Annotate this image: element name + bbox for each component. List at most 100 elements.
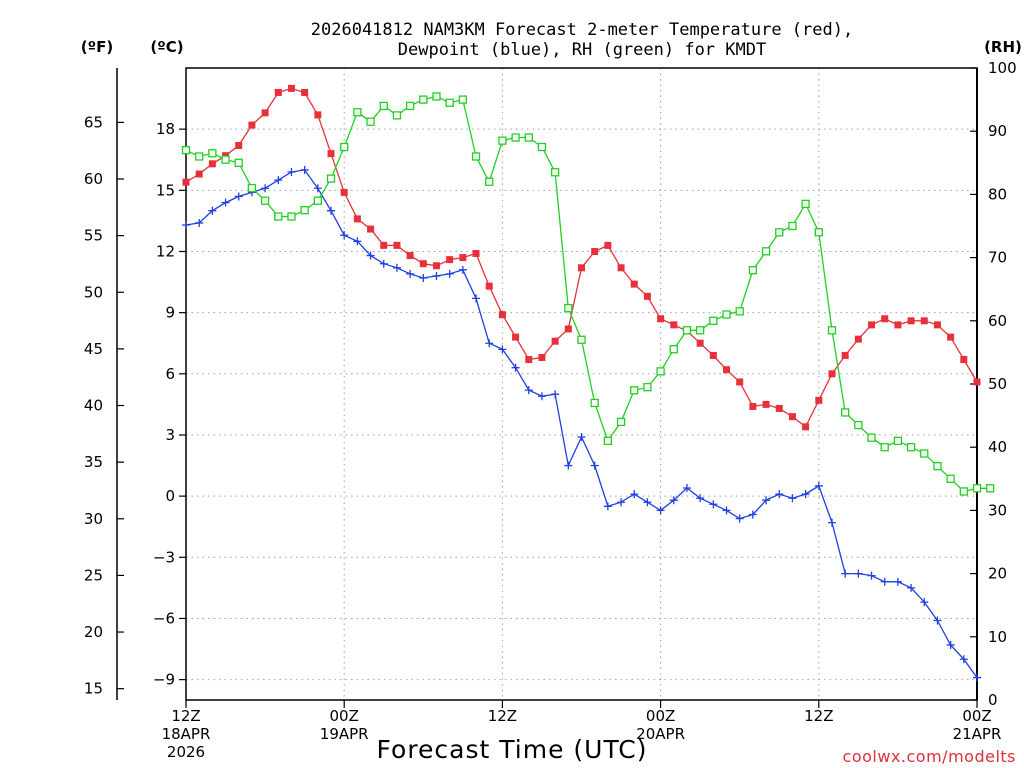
rh-point: [353, 108, 362, 117]
rh-point: [972, 484, 982, 493]
temperature-point: [828, 370, 836, 378]
temperature-point: [802, 423, 810, 431]
rh-point: [511, 133, 520, 142]
rh-point: [260, 196, 270, 205]
dewpoint-point: [762, 496, 771, 505]
celsius-tick-label: 0: [165, 487, 175, 505]
temperature-point: [973, 378, 981, 386]
rh-point: [867, 433, 876, 442]
celsius-axis: −9 −6 −3 0 3 6 9 12 15 18: [153, 120, 186, 689]
temperature-point: [578, 264, 585, 272]
dewpoint-point: [472, 294, 481, 303]
dewpoint-point: [775, 490, 784, 499]
dewpoint-point: [366, 251, 375, 260]
dewpoint-point: [182, 220, 190, 229]
rh-tick-label: 20: [988, 565, 1007, 583]
temperature-point: [894, 321, 902, 329]
temperature-point: [907, 317, 915, 325]
dewpoint-point: [274, 176, 283, 185]
dewpoint-point: [880, 577, 889, 586]
time-tick-label: 2026: [167, 743, 205, 761]
temperature-line: [185, 87, 978, 428]
fahrenheit-tick-label: 35: [84, 453, 103, 471]
dewpoint-point: [300, 165, 309, 174]
dewpoint-point: [959, 655, 968, 664]
dewpoint-point: [973, 673, 981, 682]
temperature-point: [841, 351, 849, 359]
temperature-point: [472, 250, 480, 258]
rh-point: [577, 335, 586, 344]
dewpoint-point: [327, 206, 336, 215]
temperature-point: [696, 339, 704, 347]
rh-point: [986, 484, 995, 493]
dewpoint-point: [498, 345, 507, 354]
rh-tick-label: 100: [988, 59, 1017, 77]
x-axis-title: Forecast Time (UTC): [377, 735, 648, 764]
rh-point: [801, 199, 810, 209]
temperature-point: [432, 262, 440, 270]
temperature-point: [868, 321, 876, 329]
dewpoint-point: [551, 390, 560, 399]
dewpoint-point: [630, 490, 639, 499]
temperature-point: [353, 215, 361, 223]
dewpoint-point: [788, 494, 797, 503]
rh-point: [313, 196, 322, 205]
celsius-tick-label: 15: [156, 181, 175, 199]
temperature-point: [775, 404, 783, 412]
dewpoint-point: [867, 571, 876, 580]
temperature-point: [960, 356, 968, 364]
temperature-point: [551, 337, 559, 345]
celsius-tick-label: −3: [153, 548, 175, 566]
temperature-point: [736, 378, 744, 386]
dewpoint-point: [617, 498, 626, 507]
rh-point: [221, 155, 230, 164]
temperature-point: [261, 109, 269, 117]
dewpoint-point: [854, 569, 863, 578]
fahrenheit-tick-label: 20: [84, 623, 103, 641]
fahrenheit-tick-label: 40: [84, 397, 103, 415]
temperature-series: [182, 84, 981, 431]
rh-point: [814, 228, 823, 237]
temperature-point: [788, 413, 796, 421]
temperature-point: [327, 150, 335, 158]
fahrenheit-tick-label: 65: [84, 113, 103, 131]
rh-point: [682, 326, 692, 335]
temperature-point: [419, 260, 427, 268]
temperature-point: [920, 317, 928, 325]
time-tick-label: 19APR: [320, 725, 369, 743]
dewpoint-point: [458, 265, 467, 274]
rh-tick-label: 30: [988, 501, 1007, 519]
dewpoint-point: [313, 184, 322, 193]
temperature-point: [208, 160, 216, 168]
rh-point: [906, 443, 916, 452]
temperature-point: [248, 121, 256, 129]
dewpoint-point: [419, 273, 428, 282]
rh-point: [471, 152, 481, 161]
rh-point: [630, 386, 639, 395]
dewpoint-point: [537, 392, 546, 401]
rh-point: [181, 146, 191, 155]
rh-point: [195, 152, 204, 161]
dewpoint-point: [709, 500, 718, 509]
time-tick-label: 00Z: [330, 707, 359, 725]
temperature-point: [933, 321, 941, 329]
dewpoint-point: [920, 598, 929, 607]
rh-point: [946, 474, 955, 483]
credit-label: coolwx.com/modelts: [843, 747, 1016, 766]
temperature-point: [709, 351, 717, 359]
time-tick-label: 12Z: [804, 707, 833, 725]
dewpoint-point: [234, 192, 243, 201]
temperature-point: [564, 325, 572, 333]
temperature-point: [485, 282, 493, 290]
temperature-point: [643, 292, 651, 300]
temperature-point: [235, 141, 243, 149]
temperature-point: [525, 356, 533, 364]
rh-point: [893, 436, 903, 446]
fahrenheit-tick-label: 15: [84, 680, 103, 698]
dewpoint-point: [814, 481, 823, 490]
rh-point: [788, 221, 797, 231]
rh-point: [485, 177, 494, 186]
rh-line: [185, 95, 991, 493]
rh-point: [709, 316, 718, 325]
rh-point: [933, 462, 942, 471]
